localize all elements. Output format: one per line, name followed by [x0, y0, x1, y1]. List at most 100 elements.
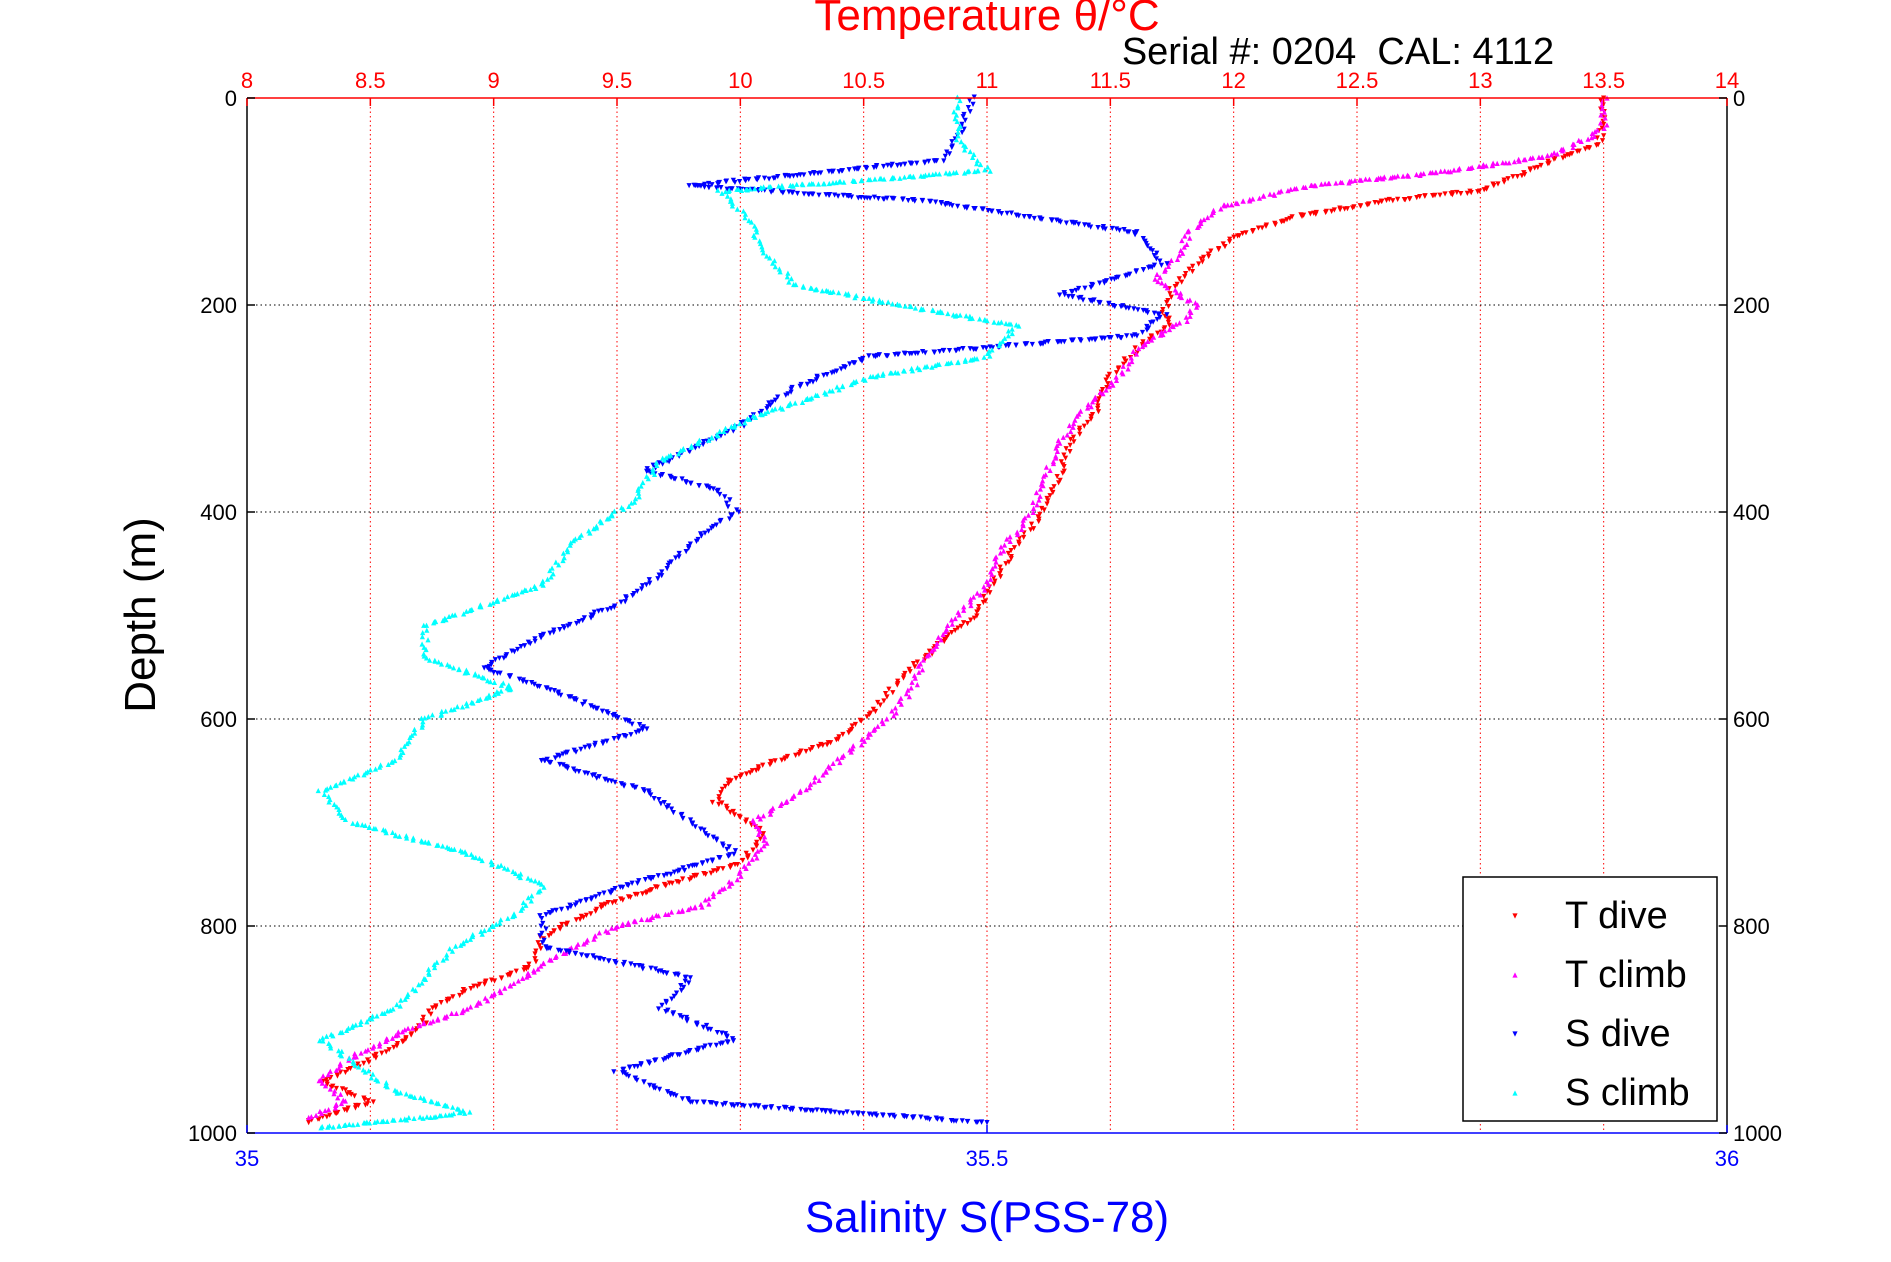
- t-climb-point: [1162, 282, 1168, 289]
- t-climb-point: [1019, 526, 1025, 532]
- t-climb-point: [1291, 186, 1298, 192]
- s-climb-point: [434, 959, 440, 965]
- s-dive-point: [1154, 316, 1160, 323]
- s-climb-point: [403, 1091, 409, 1097]
- s-dive-point: [573, 749, 579, 755]
- t-dive-point: [724, 806, 730, 812]
- right-tick-label: 1000: [1733, 1121, 1782, 1146]
- s-climb-point: [858, 177, 864, 184]
- t-climb-point: [416, 1023, 422, 1029]
- s-climb-point: [762, 410, 768, 416]
- s-climb-point: [344, 1027, 350, 1034]
- t-climb-point: [377, 1043, 383, 1049]
- t-climb-point: [752, 851, 758, 857]
- s-climb-point: [775, 183, 782, 189]
- s-climb-point: [974, 158, 981, 164]
- t-dive-point: [753, 767, 759, 774]
- s-dive-point: [1062, 292, 1068, 298]
- t-climb-point: [1126, 361, 1132, 367]
- s-climb-point: [384, 1084, 390, 1090]
- s-climb-point: [765, 409, 771, 415]
- t-climb-point: [1154, 271, 1160, 278]
- s-dive-point: [602, 776, 608, 783]
- t-dive-point: [884, 694, 890, 700]
- t-dive-point: [803, 748, 809, 755]
- s-dive-point: [980, 345, 986, 351]
- s-dive-point: [966, 97, 973, 104]
- s-dive-point: [884, 353, 891, 359]
- t-dive-point: [333, 1085, 340, 1092]
- t-dive-point: [1231, 234, 1237, 240]
- s-dive-point: [731, 851, 737, 857]
- s-climb-point: [394, 1001, 400, 1008]
- t-climb-point: [638, 916, 645, 923]
- t-climb-point: [1184, 298, 1191, 304]
- s-dive-point: [640, 966, 646, 972]
- s-dive-point: [1118, 304, 1124, 310]
- t-climb-point: [1601, 109, 1608, 115]
- s-climb-point: [933, 171, 939, 177]
- s-climb-point: [374, 1013, 380, 1019]
- s-dive-point: [710, 834, 716, 840]
- t-dive-point: [1329, 208, 1335, 214]
- s-dive-point: [531, 681, 537, 687]
- t-climb-point: [729, 880, 735, 886]
- s-dive-point: [807, 171, 814, 177]
- t-climb-point: [1308, 182, 1314, 188]
- t-climb-point: [758, 846, 764, 853]
- s-dive-point: [547, 630, 553, 636]
- s-climb-point: [827, 388, 833, 394]
- t-dive-point: [1095, 405, 1101, 412]
- s-climb-point: [661, 457, 668, 463]
- t-climb-point: [738, 873, 744, 879]
- t-dive-point: [1284, 217, 1290, 223]
- t-dive-point: [727, 809, 733, 815]
- t-climb-point: [508, 983, 514, 989]
- s-dive-point: [679, 1014, 685, 1020]
- s-dive-point: [807, 379, 813, 385]
- s-dive-point: [722, 1100, 729, 1107]
- t-climb-point: [427, 1020, 433, 1026]
- s-dive-point: [702, 181, 708, 187]
- s-climb-point: [987, 168, 993, 174]
- s-dive-point: [683, 480, 689, 486]
- s-dive-point: [581, 615, 587, 621]
- t-climb-point: [1113, 377, 1120, 384]
- t-dive-point: [1437, 192, 1443, 198]
- s-climb-point: [974, 161, 980, 167]
- s-climb-point: [421, 622, 427, 628]
- s-dive-point: [679, 476, 685, 482]
- t-climb-point: [1036, 497, 1042, 503]
- s-climb-point: [576, 534, 582, 541]
- s-climb-point: [955, 129, 961, 135]
- t-dive-point: [1039, 505, 1045, 512]
- s-dive-point: [848, 194, 855, 200]
- s-climb-point: [438, 661, 445, 667]
- s-dive-point: [618, 599, 624, 605]
- s-dive-point: [971, 94, 977, 100]
- t-climb-point: [1229, 202, 1235, 208]
- s-climb-point: [487, 601, 493, 607]
- t-dive-point: [373, 1055, 379, 1061]
- s-dive-point: [1124, 333, 1130, 339]
- s-climb-point: [350, 1122, 356, 1128]
- t-dive-point: [1414, 195, 1420, 201]
- s-climb-point: [764, 253, 770, 259]
- s-dive-point: [790, 173, 797, 179]
- s-climb-point: [785, 270, 791, 276]
- t-climb-point: [1074, 413, 1080, 419]
- s-dive-point: [892, 352, 898, 358]
- s-dive-point: [887, 1112, 893, 1119]
- t-climb-point: [1539, 154, 1545, 160]
- top-tick-label: 8: [241, 68, 253, 93]
- s-dive-point: [815, 170, 821, 177]
- t-dive-point: [423, 1020, 430, 1026]
- s-climb-point: [342, 816, 348, 823]
- s-dive-point: [1008, 210, 1015, 216]
- s-dive-point: [1147, 246, 1153, 252]
- s-dive-point: [670, 1011, 676, 1017]
- t-climb-point: [1599, 106, 1605, 112]
- s-climb-point: [486, 694, 492, 700]
- t-dive-point: [1357, 203, 1363, 209]
- s-climb-point: [779, 406, 786, 412]
